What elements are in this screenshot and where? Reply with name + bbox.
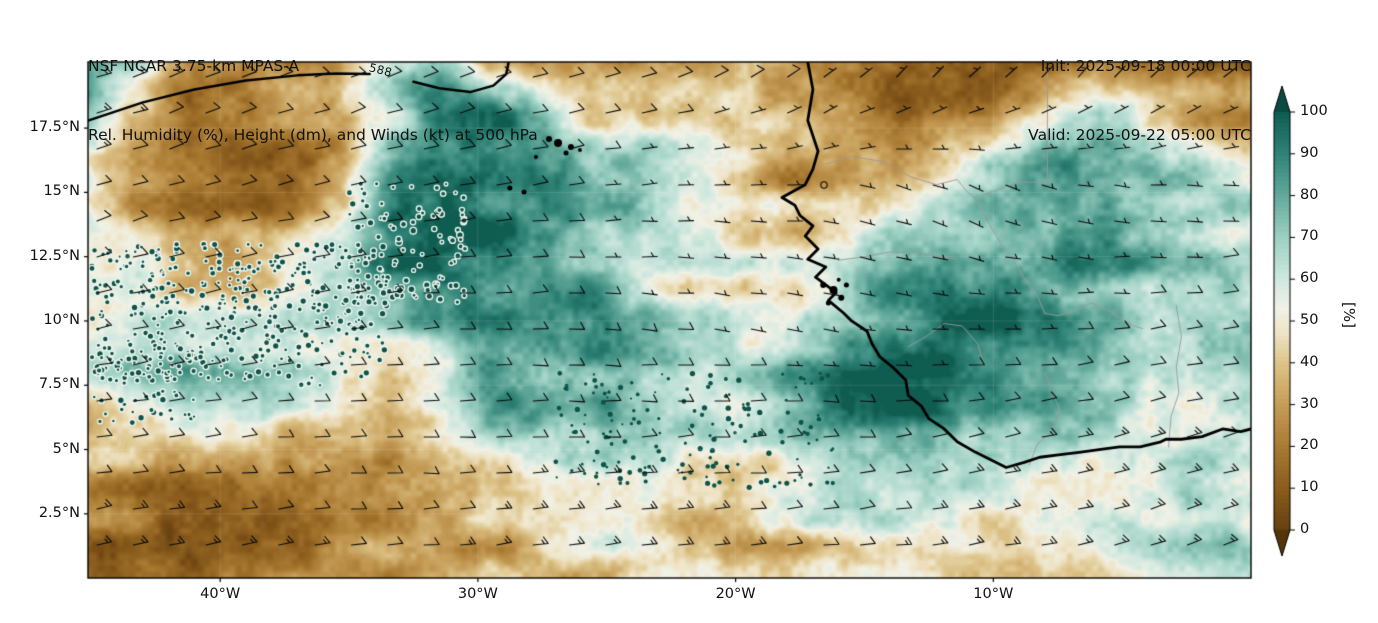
colorbar-tick-label: 80 (1300, 186, 1319, 203)
x-tick-label: 20°W (715, 586, 756, 602)
y-tick-label: 12.5°N (29, 247, 80, 264)
valid-time: Valid: 2025-09-22 05:00 UTC (1028, 126, 1251, 144)
init-time: Init: 2025-09-18 00:00 UTC (1040, 57, 1251, 75)
colorbar-tick-label: 50 (1300, 312, 1319, 328)
y-tick-label: 15°N (43, 183, 80, 200)
colorbar-tick-label: 60 (1300, 270, 1319, 287)
field-title: Rel. Humidity (%), Height (dm), and Wind… (88, 126, 538, 144)
x-tick-label: 30°W (457, 586, 498, 602)
x-tick-label: 10°W (973, 586, 1014, 602)
y-tick-label: 5°N (52, 440, 80, 457)
colorbar-unit-label: [%] (1339, 302, 1358, 328)
colorbar-tick-label: 30 (1300, 395, 1319, 412)
y-tick-label: 10°N (43, 311, 80, 328)
colorbar-tick-label: 0 (1300, 521, 1310, 537)
x-tick-label: 40°W (200, 586, 241, 602)
colorbar-tick-label: 100 (1300, 103, 1328, 119)
colorbar-tick-label: 70 (1300, 228, 1319, 245)
model-title: NSF NCAR 3.75-km MPAS-A (88, 57, 300, 75)
colorbar-tick-label: 40 (1300, 353, 1319, 370)
colorbar-tick-label: 10 (1300, 479, 1319, 496)
y-tick-label: 17.5°N (29, 119, 80, 136)
colorbar-tick-label: 90 (1300, 144, 1319, 161)
y-tick-label: 2.5°N (38, 504, 80, 521)
y-tick-label: 7.5°N (38, 376, 80, 393)
colorbar-tick-label: 20 (1300, 437, 1319, 454)
plot-title-block: NSF NCAR 3.75-km MPAS-A Rel. Humidity (%… (88, 9, 538, 193)
run-time-block: Init: 2025-09-18 00:00 UTC Valid: 2025-0… (1028, 9, 1251, 193)
